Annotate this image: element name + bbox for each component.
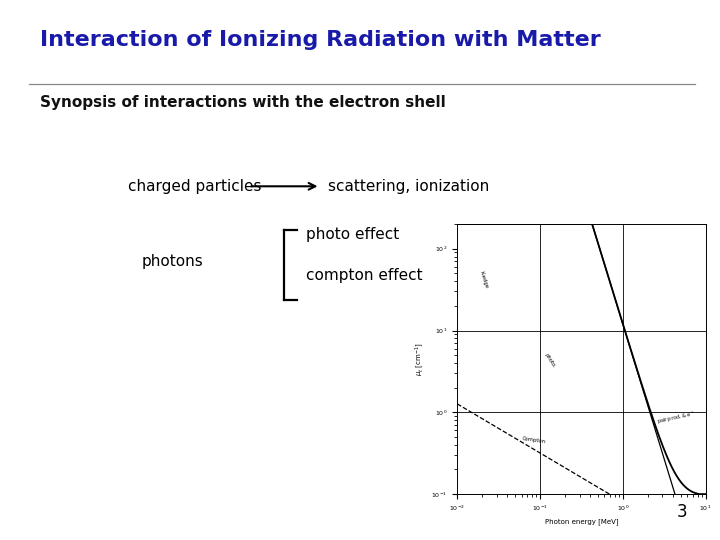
Text: Compton: Compton	[521, 436, 546, 444]
Text: photo effect: photo effect	[306, 227, 400, 242]
Text: 3: 3	[677, 503, 688, 521]
Text: compton effect: compton effect	[306, 268, 423, 283]
Text: Interaction of Ionizing Radiation with Matter: Interaction of Ionizing Radiation with M…	[40, 30, 600, 50]
Text: scattering, ionization: scattering, ionization	[328, 179, 489, 194]
Text: charged particles: charged particles	[127, 179, 261, 194]
Text: pair prod. & e$^-$: pair prod. & e$^-$	[656, 409, 696, 426]
Text: Synopsis of interactions with the electron shell: Synopsis of interactions with the electr…	[40, 94, 446, 110]
Text: photons: photons	[142, 254, 204, 269]
Text: K-edge: K-edge	[478, 270, 489, 288]
Text: photo.: photo.	[544, 352, 557, 369]
Y-axis label: $\mu_t$ [cm$^{-1}$]: $\mu_t$ [cm$^{-1}$]	[413, 342, 426, 376]
X-axis label: Photon energy [MeV]: Photon energy [MeV]	[544, 519, 618, 525]
